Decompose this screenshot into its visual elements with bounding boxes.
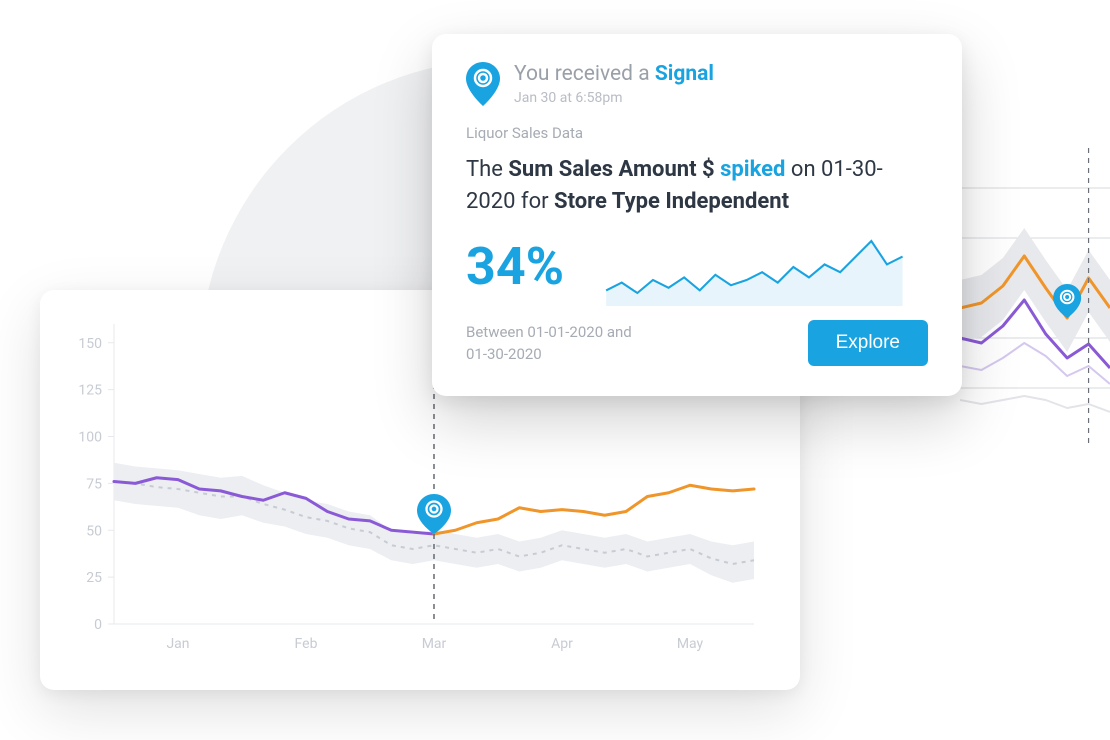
svg-text:150: 150 bbox=[78, 336, 102, 352]
background-mini-chart bbox=[960, 108, 1110, 448]
signal-category: Liquor Sales Data bbox=[466, 124, 928, 142]
svg-text:Jan: Jan bbox=[166, 636, 189, 652]
signal-header: You received a Signal Jan 30 at 6:58pm bbox=[466, 62, 928, 106]
signal-title: You received a Signal bbox=[514, 62, 714, 87]
svg-text:Apr: Apr bbox=[551, 636, 573, 652]
signal-timestamp: Jan 30 at 6:58pm bbox=[514, 90, 714, 106]
svg-text:Feb: Feb bbox=[295, 636, 318, 652]
signal-insight: The Sum Sales Amount $ spiked on 01-30-2… bbox=[466, 154, 928, 218]
svg-text:25: 25 bbox=[86, 570, 102, 586]
chart-pin-icon bbox=[417, 494, 451, 534]
svg-text:0: 0 bbox=[94, 617, 102, 633]
signal-title-prefix: You received a bbox=[514, 62, 655, 86]
signal-sparkline bbox=[586, 228, 928, 306]
svg-text:May: May bbox=[677, 636, 704, 652]
svg-text:50: 50 bbox=[86, 523, 102, 539]
signal-date-range: Between 01-01-2020 and 01-30-2020 bbox=[466, 321, 632, 366]
svg-text:Mar: Mar bbox=[422, 636, 447, 652]
signal-percent: 34% bbox=[466, 236, 564, 297]
signal-card: You received a Signal Jan 30 at 6:58pm L… bbox=[432, 34, 962, 396]
svg-text:125: 125 bbox=[78, 383, 102, 399]
explore-button[interactable]: Explore bbox=[808, 320, 928, 366]
svg-text:100: 100 bbox=[78, 430, 102, 446]
svg-text:75: 75 bbox=[86, 476, 102, 492]
signal-title-accent: Signal bbox=[655, 62, 714, 86]
signal-pin-icon bbox=[466, 62, 500, 106]
